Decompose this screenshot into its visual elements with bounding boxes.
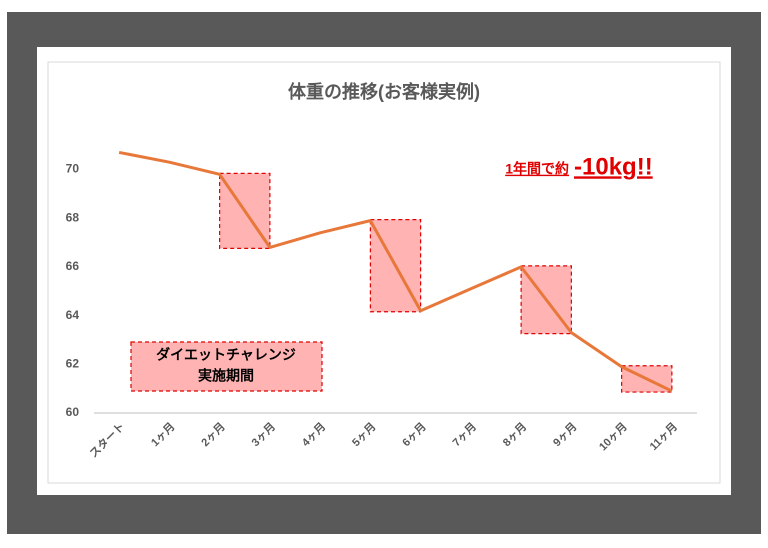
y-tick-label: 68 — [66, 210, 80, 224]
line — [118, 150, 673, 393]
legend-box — [130, 341, 323, 392]
annotation-emphasis: -10kg!! — [574, 153, 653, 180]
legend-text: ダイエットチャレンジ — [156, 347, 296, 363]
annotation: 1年間で約 — [505, 161, 569, 177]
y-tick-label: 70 — [66, 162, 80, 176]
y-tick-label: 64 — [66, 308, 80, 322]
chart-title: 体重の推移(お客様実例) — [288, 81, 480, 102]
legend-text: 実施期間 — [198, 368, 254, 384]
y-tick-label: 60 — [66, 405, 80, 419]
y-tick-label: 62 — [66, 356, 80, 370]
y-tick-label: 66 — [66, 259, 80, 273]
